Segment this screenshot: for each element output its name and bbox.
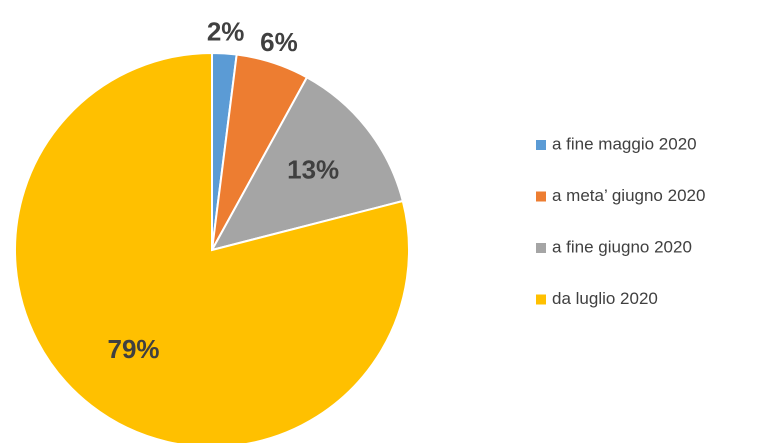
legend-swatch	[536, 140, 546, 150]
legend-label: da luglio 2020	[552, 289, 658, 308]
data-label: 13%	[287, 154, 339, 184]
data-label: 6%	[260, 27, 298, 57]
legend-swatch	[536, 243, 546, 253]
legend-swatch	[536, 294, 546, 305]
pie-slice	[210, 76, 405, 252]
legend-label: a fine maggio 2020	[552, 134, 697, 153]
pie-slice	[14, 51, 410, 443]
legend-label: a fine giugno 2020	[552, 237, 692, 256]
data-label: 2%	[207, 17, 245, 47]
legend-swatch	[536, 191, 546, 202]
data-label: 79%	[107, 334, 159, 364]
legend-label: a meta’ giugno 2020	[552, 186, 705, 205]
